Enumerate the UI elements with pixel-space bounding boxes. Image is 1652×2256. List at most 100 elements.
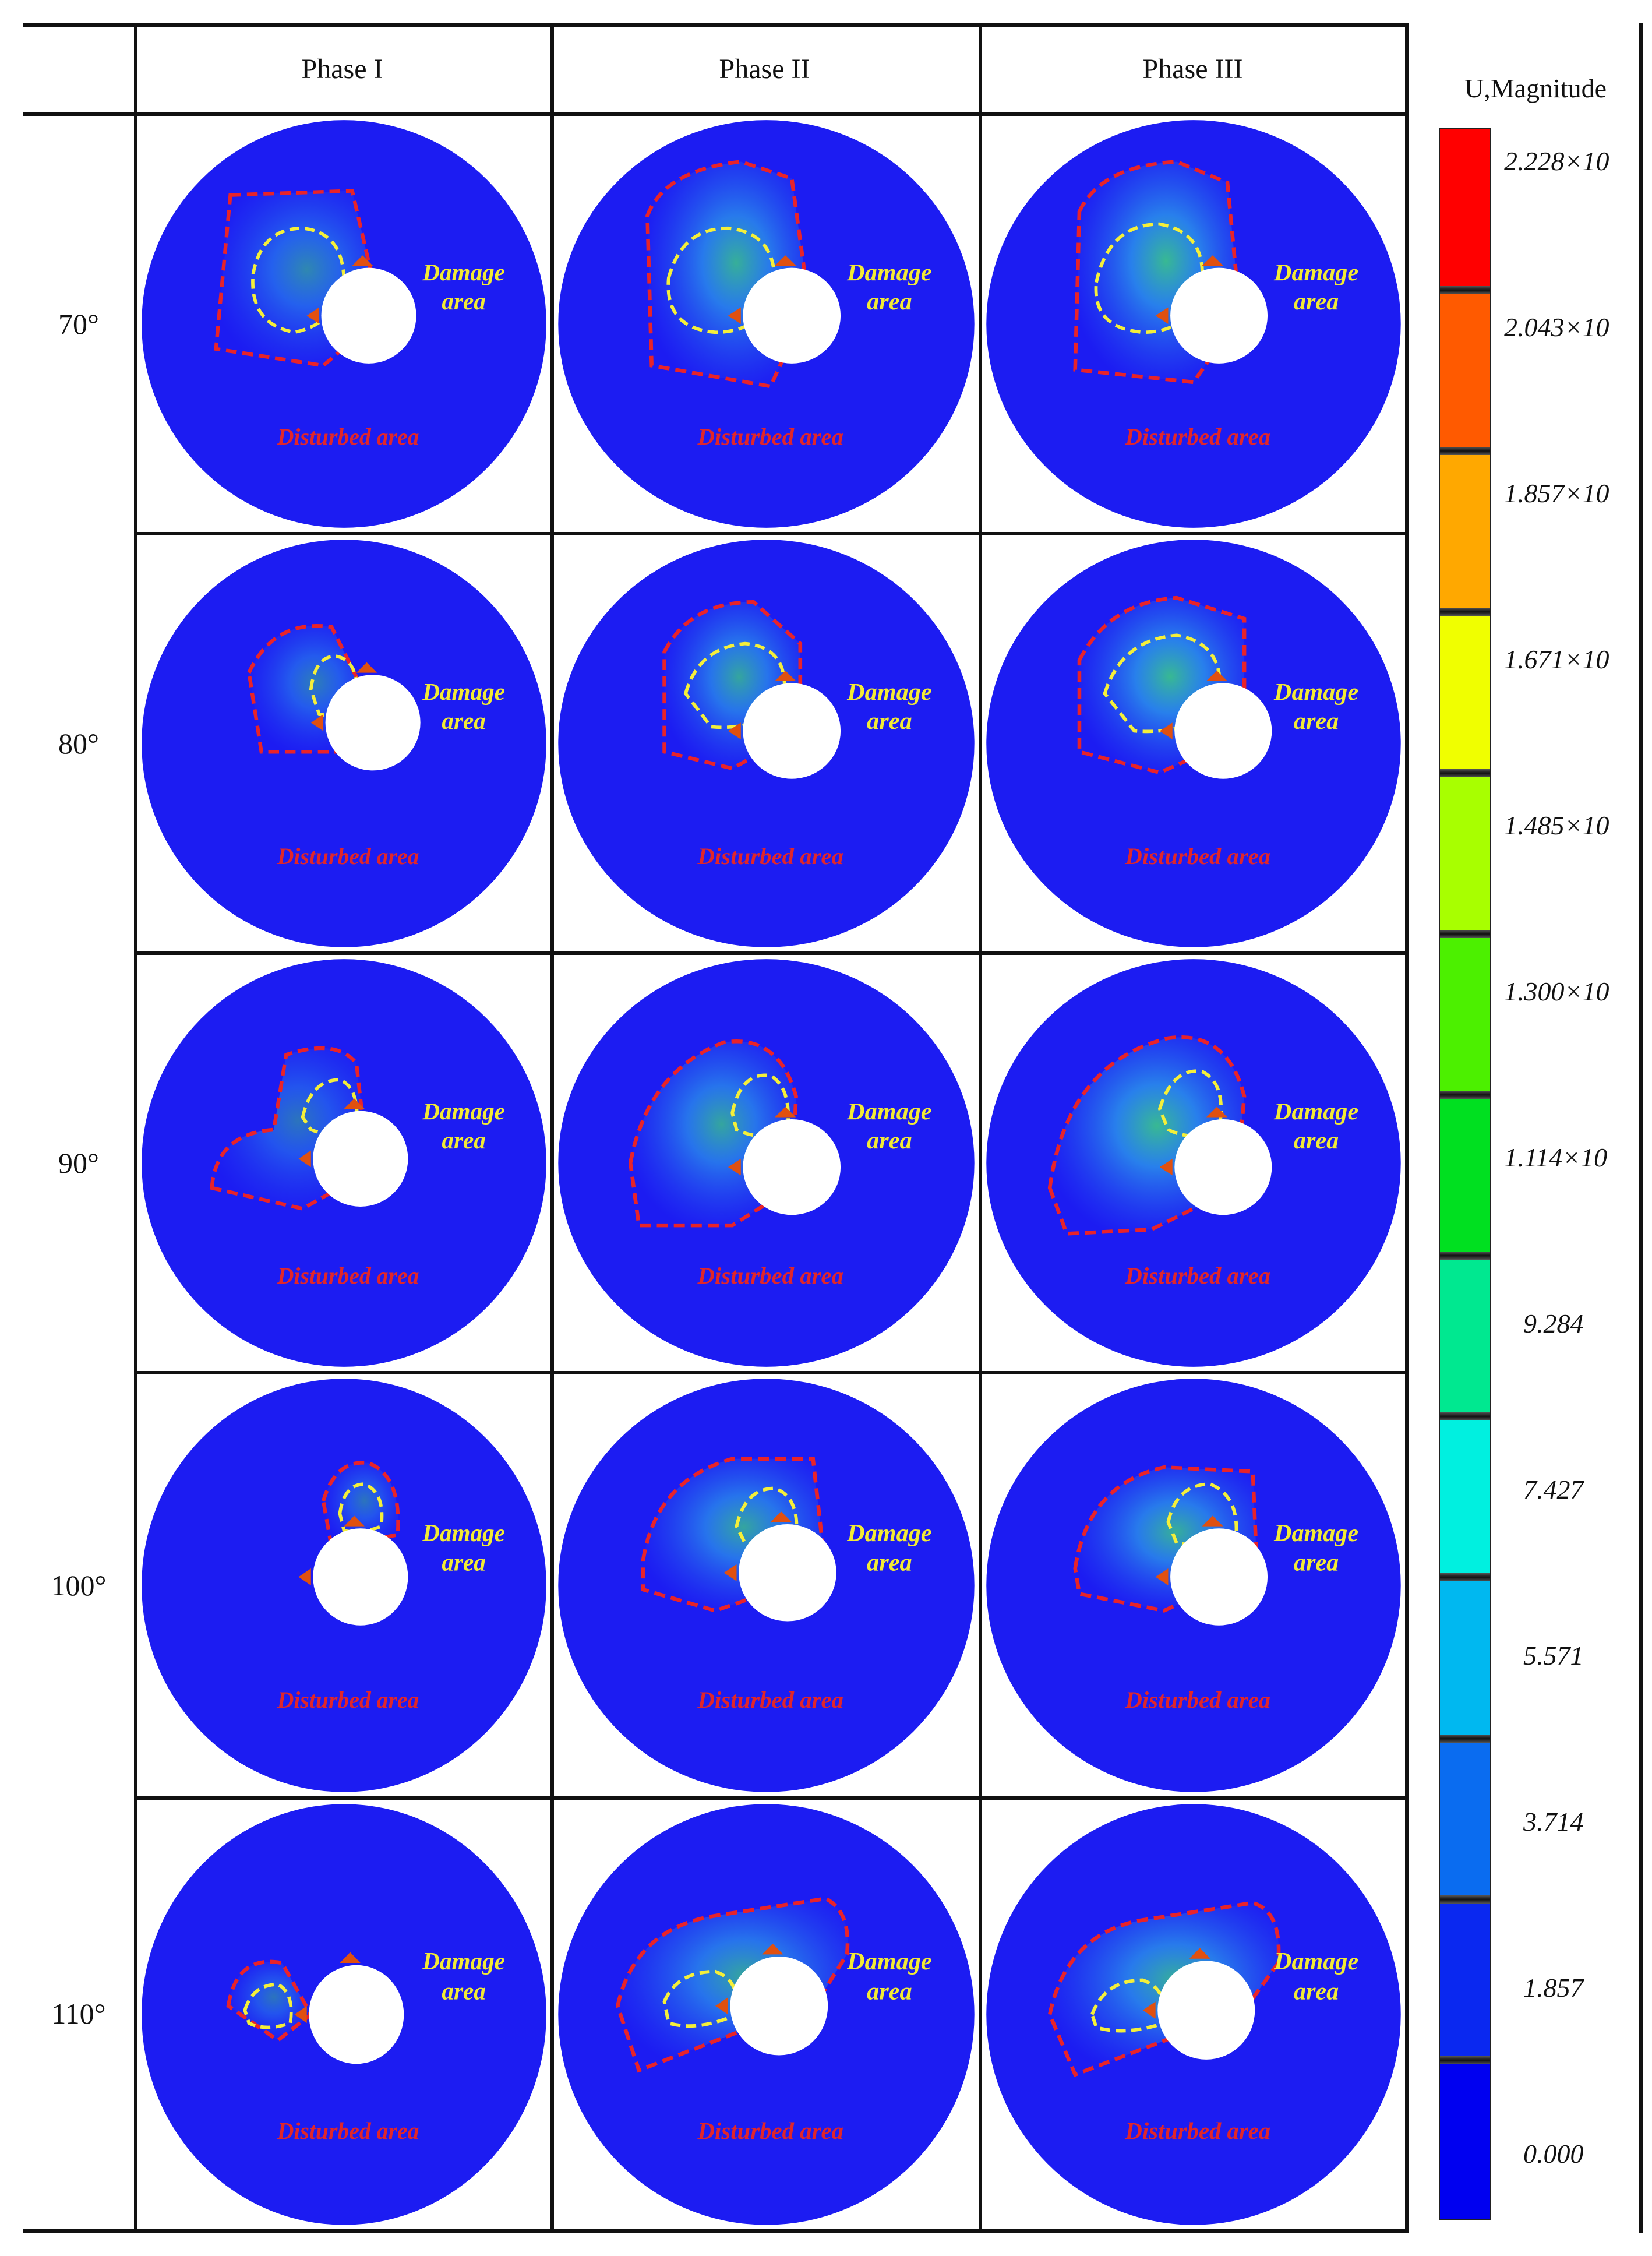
colorbar-band xyxy=(1440,773,1490,935)
table-rule xyxy=(23,112,1407,116)
borehole xyxy=(743,1119,841,1215)
simulation-cell: Damage area Disturbed area xyxy=(137,955,550,1371)
disturbed-area-outline xyxy=(628,1039,798,1228)
row-header-110: 110° xyxy=(51,1997,106,2030)
crack-marker xyxy=(1155,1568,1169,1585)
colorbar-band xyxy=(1440,612,1490,774)
colorbar-separator xyxy=(1440,1734,1490,1743)
disturbed-area-label: Disturbed area xyxy=(697,1687,844,1713)
borehole xyxy=(313,1111,408,1207)
colorbar-tick-label: 0.000 xyxy=(1523,2139,1584,2169)
row-header-80: 80° xyxy=(58,727,99,760)
colorbar-separator xyxy=(1440,1895,1490,1903)
table-rule xyxy=(134,532,1407,535)
simulation-cell: Damage area Disturbed area xyxy=(554,116,979,532)
colorbar-tick-label: 1.485×10 xyxy=(1504,810,1609,840)
damage-area-label: Damage xyxy=(422,1520,505,1546)
damage-area-outline xyxy=(309,654,359,717)
table-rule xyxy=(134,951,1407,955)
disturbed-area-outline xyxy=(615,1897,850,2073)
disturbed-area-outline xyxy=(1077,595,1247,775)
disturbed-area-label: Disturbed area xyxy=(277,2118,419,2145)
figure: Phase I Phase II Phase III 70° 80° 90° 1… xyxy=(23,23,1643,2243)
disturbed-area-label: Disturbed area xyxy=(697,843,844,869)
table-rule xyxy=(23,23,1407,27)
disturbed-area-outline xyxy=(662,600,803,771)
table-rule xyxy=(550,23,554,2233)
colorbar-band xyxy=(1440,1256,1490,1418)
disturbed-area-outline xyxy=(1073,1465,1259,1613)
simulation-cell: Damage area Disturbed area xyxy=(554,1800,979,2229)
colorbar-band xyxy=(1440,129,1490,291)
damage-area-outline xyxy=(243,1982,293,2029)
crack-marker xyxy=(775,671,796,681)
damage-area-label: area xyxy=(1294,288,1339,315)
damage-area-label: area xyxy=(442,1127,485,1154)
disturbed-area-outline xyxy=(1047,1035,1247,1236)
simulation-cell: Damage area Disturbed area xyxy=(554,1374,979,1796)
colorbar-separator xyxy=(1440,769,1490,777)
crack-marker xyxy=(728,1158,741,1176)
disturbed-area-label: Disturbed area xyxy=(1124,424,1270,450)
crack-marker xyxy=(1159,722,1173,739)
damage-area-label: area xyxy=(1294,1127,1339,1154)
row-header-70: 70° xyxy=(58,308,99,340)
damage-area-label: Damage xyxy=(1273,1520,1358,1547)
damage-area-label: Damage xyxy=(1273,679,1358,706)
simulation-cell: Damage area Disturbed area xyxy=(554,535,979,951)
column-header-phase-1: Phase I xyxy=(301,53,383,84)
damage-area-label: area xyxy=(442,707,485,734)
table-rule xyxy=(134,1371,1407,1374)
borehole xyxy=(743,267,841,364)
simulation-cell: Damage area Disturbed area xyxy=(554,955,979,1371)
table-rule xyxy=(134,1796,1407,1800)
damage-area-label: area xyxy=(867,288,912,315)
disturbed-area-outline xyxy=(641,1457,828,1613)
crack-marker xyxy=(775,255,796,266)
damage-area-label: Damage xyxy=(846,1520,932,1547)
crack-marker xyxy=(1159,1158,1173,1176)
damage-area-label: Damage xyxy=(422,1098,505,1125)
damage-area-label: Damage xyxy=(422,1948,505,1975)
damage-area-label: area xyxy=(1294,708,1339,735)
disturbed-area-outline xyxy=(321,1461,400,1550)
colorbar-tick-label: 2.043×10 xyxy=(1504,312,1609,342)
crack-marker xyxy=(775,1106,796,1118)
damage-area-outline xyxy=(1090,1978,1167,2033)
disturbed-area-label: Disturbed area xyxy=(277,1263,419,1289)
disturbed-area-label: Disturbed area xyxy=(697,2117,844,2144)
disturbed-area-outline xyxy=(645,160,811,389)
legend-title: U,Magnitude xyxy=(1464,73,1607,103)
table-rule xyxy=(1639,23,1643,2233)
colorbar-tick-label: 9.284 xyxy=(1523,1309,1584,1338)
crack-marker xyxy=(344,1515,365,1527)
disturbed-area-label: Disturbed area xyxy=(277,1687,419,1713)
colorbar-separator xyxy=(1440,286,1490,295)
crack-marker xyxy=(715,1997,728,2015)
damage-area-label: area xyxy=(867,1127,912,1154)
borehole xyxy=(1170,267,1268,364)
damage-area-label: Damage xyxy=(846,1098,932,1125)
damage-area-label: area xyxy=(442,1549,485,1575)
crack-marker xyxy=(306,307,319,324)
colorbar-separator xyxy=(1440,608,1490,616)
crack-marker xyxy=(310,714,324,731)
crack-marker xyxy=(762,1943,783,1955)
crack-marker xyxy=(340,1952,361,1964)
crack-marker xyxy=(728,722,741,739)
colorbar-separator xyxy=(1440,1090,1490,1099)
colorbar-band xyxy=(1440,451,1490,613)
damage-area-label: area xyxy=(867,1978,912,2005)
colorbar-tick-label: 1.114×10 xyxy=(1504,1143,1608,1172)
crack-marker xyxy=(1206,671,1228,681)
simulation-cell: Damage area Disturbed area xyxy=(137,116,550,532)
disturbed-area-label: Disturbed area xyxy=(697,424,844,450)
colorbar-tick-label: 2.228×10 xyxy=(1504,146,1609,176)
simulation-cell: Damage area Disturbed area xyxy=(137,1800,550,2229)
disturbed-area-outline xyxy=(1073,160,1242,385)
colorbar-band xyxy=(1440,2060,1490,2219)
crack-marker xyxy=(1206,1106,1228,1118)
disturbed-area-label: Disturbed area xyxy=(1124,843,1270,869)
colorbar-separator xyxy=(1440,447,1490,456)
damage-area-label: area xyxy=(1294,1550,1339,1577)
